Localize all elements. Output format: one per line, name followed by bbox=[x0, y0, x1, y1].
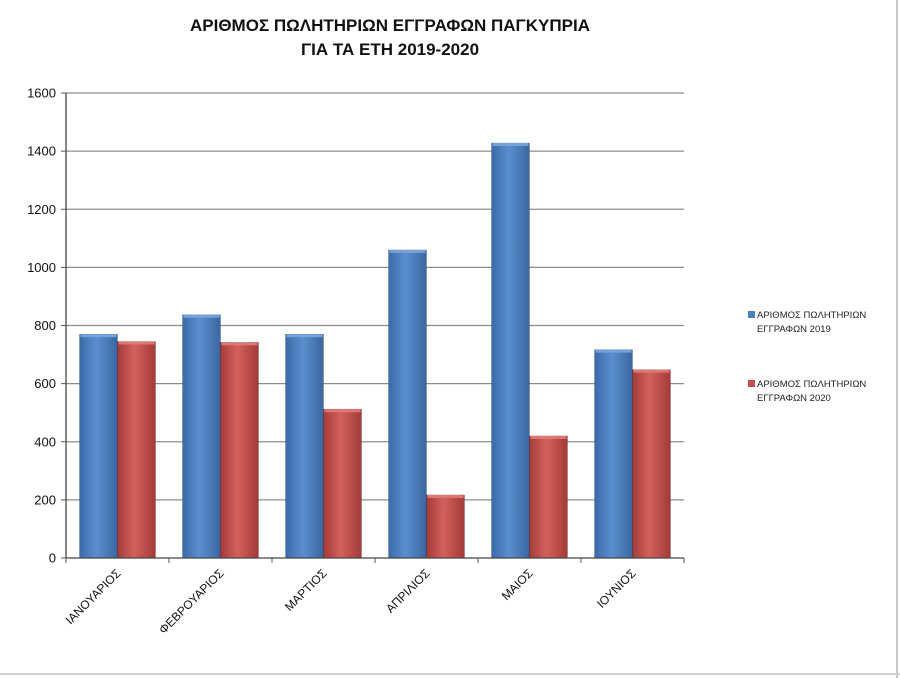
gridlines bbox=[66, 92, 684, 501]
legend-item-2020: ΑΡΙΘΜΟΣ ΠΩΛΗΤΗΡΙΩΝ ΕΓΓΡΑΦΩΝ 2020 bbox=[748, 378, 888, 406]
bar-top-highlight bbox=[221, 342, 258, 346]
x-category-label: ΦΕΒΡΟΥΑΡΙΟΣ bbox=[156, 566, 227, 637]
bar-2020-1 bbox=[220, 342, 259, 559]
bar-top-highlight bbox=[324, 409, 361, 413]
bar-2019-3 bbox=[388, 249, 427, 559]
x-category-label: ΜΑΙΟΣ bbox=[499, 566, 536, 603]
y-tick-label: 1600 bbox=[27, 86, 56, 101]
bar-2019-5 bbox=[594, 349, 633, 559]
bar-2020-0 bbox=[117, 341, 156, 559]
bar-2020-3 bbox=[426, 494, 465, 559]
legend-label-2019-line2: ΕΓΓΡΑΦΩΝ 2019 bbox=[757, 324, 831, 335]
legend-label-2020-line1: ΑΡΙΘΜΟΣ ΠΩΛΗΤΗΡΙΩΝ bbox=[757, 379, 867, 390]
x-category-label: ΜΑΡΤΙΟΣ bbox=[282, 566, 330, 614]
y-tick-label: 800 bbox=[34, 318, 56, 333]
legend-label-2020-line2: ΕΓΓΡΑΦΩΝ 2020 bbox=[757, 393, 831, 404]
y-tick-label: 1400 bbox=[27, 144, 56, 159]
bar-top-highlight bbox=[427, 494, 464, 498]
bar-2019-0 bbox=[79, 333, 118, 559]
bar-top-highlight bbox=[389, 249, 426, 253]
bar-2019-4 bbox=[491, 142, 530, 559]
legend-item-2019: ΑΡΙΘΜΟΣ ΠΩΛΗΤΗΡΙΩΝ ΕΓΓΡΑΦΩΝ 2019 bbox=[748, 309, 888, 337]
bar-2020-5 bbox=[632, 369, 671, 559]
chart-title-line-2: ΓΙΑ ΤΑ ΕΤΗ 2019-2020 bbox=[300, 40, 480, 59]
bar-2020-4 bbox=[529, 435, 568, 559]
x-category-label: ΙΑΝΟΥΑΡΙΟΣ bbox=[63, 566, 124, 627]
window-border-right bbox=[896, 0, 898, 678]
y-tick-label: 400 bbox=[34, 434, 56, 449]
x-category-label: ΙΟΥΝΙΟΣ bbox=[594, 566, 639, 611]
bar-top-highlight bbox=[183, 314, 220, 318]
y-tick-label: 1000 bbox=[27, 260, 56, 275]
bar-top-highlight bbox=[80, 334, 117, 338]
bar-top-highlight bbox=[530, 435, 567, 439]
bar-top-highlight bbox=[492, 142, 529, 146]
y-tick-label: 1200 bbox=[27, 202, 56, 217]
bar-top-highlight bbox=[286, 334, 323, 338]
x-axis-ticks: ΙΑΝΟΥΑΡΙΟΣ ΦΕΒΡΟΥΑΡΙΟΣ ΜΑΡΤΙΟΣ ΑΠΡΙΛΙΟΣ ΜΑΙΟ… bbox=[63, 558, 685, 637]
legend-label-2019-line1: ΑΡΙΘΜΟΣ ΠΩΛΗΤΗΡΙΩΝ bbox=[757, 310, 867, 321]
bar-top-highlight bbox=[633, 369, 670, 373]
y-tick-label: 0 bbox=[49, 551, 56, 566]
bar-2019-2 bbox=[285, 333, 324, 559]
chart-title-line-1: ΑΡΙΘΜΟΣ ΠΩΛΗΤΗΡΙΩΝ ΕΓΓΡΑΦΩΝ ΠΑΓΚΥΠΡΙΑ bbox=[189, 16, 590, 35]
window-border-bottom bbox=[0, 673, 900, 675]
legend-swatch-2020 bbox=[748, 380, 755, 387]
bar-top-highlight bbox=[595, 349, 632, 353]
bar-top-highlight bbox=[118, 341, 155, 345]
y-tick-label: 200 bbox=[34, 492, 56, 507]
y-axis-ticks: 0 200 400 600 800 1000 1200 1400 1600 bbox=[27, 86, 66, 566]
chart-title: ΑΡΙΘΜΟΣ ΠΩΛΗΤΗΡΙΩΝ ΕΓΓΡΑΦΩΝ ΠΑΓΚΥΠΡΙΑ ΓΙ… bbox=[90, 14, 690, 62]
bar-2019-1 bbox=[182, 314, 221, 559]
legend-swatch-2019 bbox=[748, 311, 755, 318]
bar-2020-2 bbox=[323, 408, 362, 559]
x-category-label: ΑΠΡΙΛΙΟΣ bbox=[383, 566, 433, 616]
bars bbox=[79, 142, 671, 559]
y-tick-label: 600 bbox=[34, 376, 56, 391]
